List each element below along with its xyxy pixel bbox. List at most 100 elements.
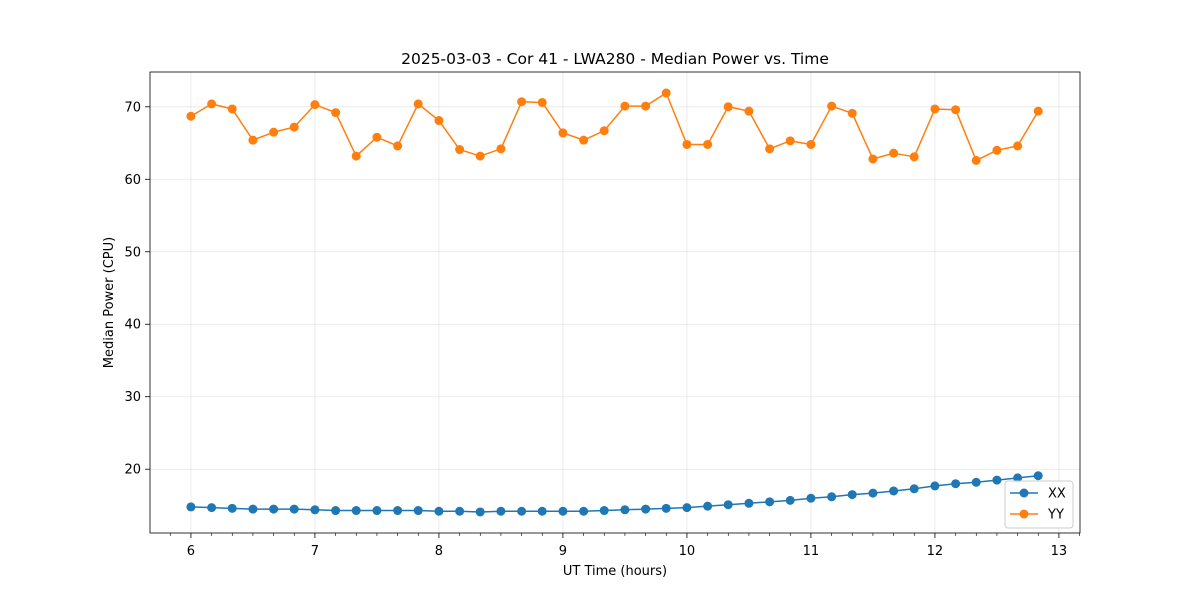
data-point-yy (785, 136, 795, 146)
data-point-xx (641, 504, 651, 514)
data-point-yy (207, 99, 217, 109)
y-tick-label: 60 (124, 173, 141, 188)
data-point-yy (269, 127, 279, 137)
legend-label: XX (1048, 487, 1066, 502)
data-point-xx (434, 506, 444, 516)
data-point-xx (393, 506, 403, 516)
chart-title: 2025-03-03 - Cor 41 - LWA280 - Median Po… (401, 50, 829, 68)
data-point-yy (372, 132, 382, 142)
data-point-yy (310, 100, 320, 110)
data-point-yy (455, 145, 465, 155)
data-point-yy (827, 101, 837, 111)
legend-swatch-marker (1019, 488, 1029, 498)
legend: XX YY (1004, 480, 1074, 529)
data-point-yy (599, 126, 609, 136)
data-point-xx (413, 506, 423, 516)
data-point-yy (930, 104, 940, 114)
grid (150, 72, 1080, 533)
ticks: 6 7 8 9 10 11 12 13 20 30 40 50 60 70 (124, 100, 1080, 559)
data-point-xx (971, 477, 981, 487)
data-point-yy (951, 105, 961, 115)
data-point-xx (248, 504, 258, 514)
data-point-xx (558, 506, 568, 516)
y-tick-label: 20 (124, 463, 141, 478)
data-point-yy (744, 106, 754, 116)
data-point-xx (186, 502, 196, 512)
series-layer (186, 88, 1043, 517)
data-point-yy (1033, 106, 1043, 116)
data-point-yy (765, 144, 775, 154)
x-tick-label: 6 (187, 544, 195, 559)
data-point-yy (393, 141, 403, 151)
data-point-yy (847, 108, 857, 118)
data-point-xx (1033, 471, 1043, 481)
x-tick-label: 12 (927, 544, 944, 559)
data-point-yy (992, 145, 1002, 155)
data-point-xx (207, 503, 217, 513)
data-point-xx (930, 481, 940, 491)
y-tick-label: 50 (124, 245, 141, 260)
data-point-yy (661, 88, 671, 98)
data-point-xx (806, 493, 816, 503)
data-point-xx (289, 504, 299, 514)
data-point-yy (889, 148, 899, 158)
data-point-yy (351, 151, 361, 161)
data-point-xx (765, 497, 775, 507)
legend-label: YY (1047, 508, 1064, 523)
data-point-xx (269, 504, 279, 514)
y-tick-label: 40 (124, 318, 141, 333)
data-point-xx (331, 506, 341, 516)
data-point-yy (971, 155, 981, 165)
data-point-yy (289, 122, 299, 132)
data-point-xx (847, 490, 857, 500)
data-point-yy (703, 139, 713, 149)
y-axis-label: Median Power (CPU) (102, 237, 117, 368)
data-point-xx (868, 488, 878, 498)
data-point-xx (785, 495, 795, 505)
data-point-xx (723, 500, 733, 510)
data-point-yy (331, 108, 341, 118)
data-point-yy (909, 152, 919, 162)
data-point-yy (723, 102, 733, 112)
x-axis-label: UT Time (hours) (563, 564, 667, 579)
data-point-xx (661, 503, 671, 513)
data-point-xx (372, 506, 382, 516)
data-point-xx (744, 498, 754, 508)
plot-frame (149, 71, 1081, 534)
data-point-xx (620, 505, 630, 515)
legend-item-yy: YY (1010, 508, 1064, 523)
data-point-yy (579, 135, 589, 145)
data-point-xx (227, 503, 237, 513)
series-xx (186, 471, 1043, 517)
data-point-xx (909, 484, 919, 494)
data-point-xx (682, 503, 692, 513)
data-point-xx (827, 492, 837, 502)
data-point-xx (579, 506, 589, 516)
data-point-xx (951, 479, 961, 489)
data-point-yy (868, 154, 878, 164)
data-point-xx (537, 506, 547, 516)
data-point-xx (703, 501, 713, 511)
data-point-yy (186, 111, 196, 121)
data-point-yy (620, 101, 630, 111)
data-point-xx (517, 506, 527, 516)
data-point-xx (310, 505, 320, 515)
data-point-xx (475, 507, 485, 517)
data-point-xx (496, 506, 506, 516)
data-point-yy (248, 135, 258, 145)
data-point-yy (641, 101, 651, 111)
x-tick-label: 9 (559, 544, 567, 559)
y-tick-label: 70 (124, 100, 141, 115)
data-point-yy (227, 104, 237, 114)
data-point-yy (434, 116, 444, 126)
data-point-xx (889, 486, 899, 496)
data-point-xx (992, 475, 1002, 485)
data-point-yy (496, 144, 506, 154)
legend-item-xx: XX (1010, 487, 1066, 502)
y-tick-label: 30 (124, 390, 141, 405)
data-point-xx (1013, 473, 1023, 483)
x-tick-label: 13 (1051, 544, 1068, 559)
data-point-yy (517, 97, 527, 107)
series-yy (186, 88, 1043, 165)
